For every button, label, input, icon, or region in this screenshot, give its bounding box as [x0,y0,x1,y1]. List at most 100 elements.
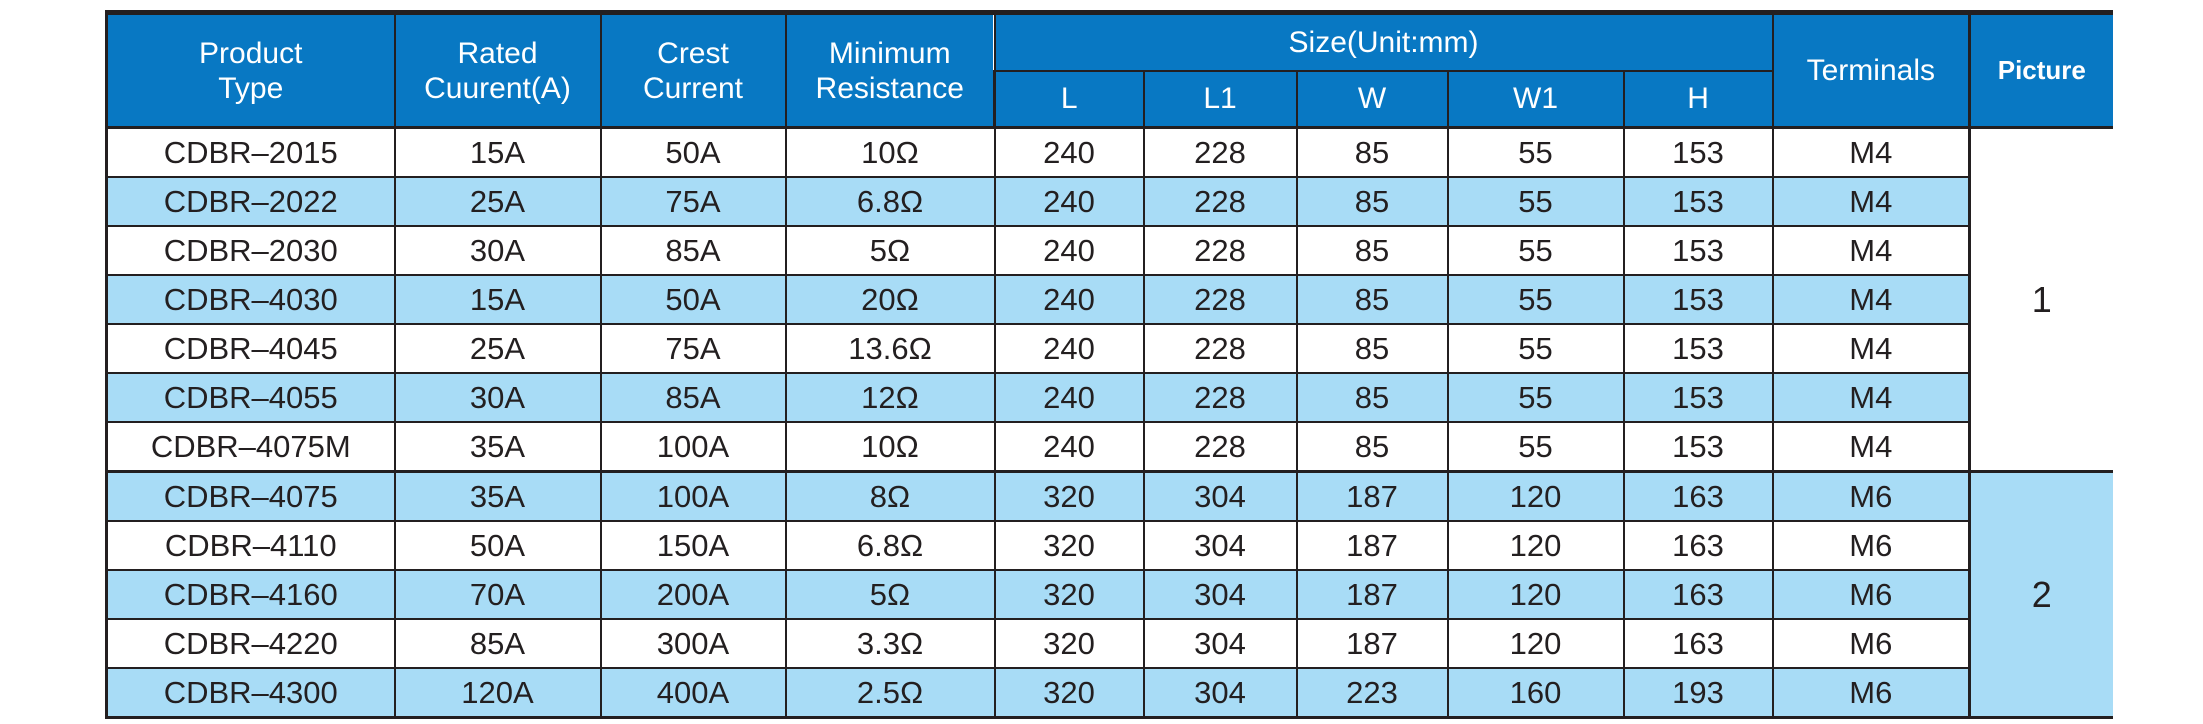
cell-crest: 85A [599,225,787,276]
cell-size-w1: 160 [1446,667,1625,719]
cell-rated: 30A [393,225,602,276]
cell-rated: 35A [393,470,602,522]
cell-size-l1: 304 [1142,618,1298,669]
cell-terminals: M6 [1771,667,1971,719]
cell-size-h: 153 [1622,323,1774,374]
cell-crest: 50A [599,126,787,178]
cell-size-l1: 228 [1142,225,1298,276]
cell-size-l1: 304 [1142,569,1298,620]
cell-size-w: 187 [1295,618,1449,669]
cell-size-l: 240 [993,176,1145,227]
cell-size-h: 153 [1622,372,1774,423]
col-header-size-w1: W1 [1446,69,1625,129]
table-body: CDBR–2015 15A 50A 10Ω 240 228 85 55 153 … [105,126,2113,719]
cell-product: CDBR–4300 [105,667,396,719]
cell-size-l: 240 [993,372,1145,423]
cell-resistance: 5Ω [784,225,996,276]
cell-size-h: 163 [1622,470,1774,522]
cell-size-h: 153 [1622,225,1774,276]
cell-product: CDBR–4045 [105,323,396,374]
cell-product: CDBR–4110 [105,520,396,571]
col-header-picture: Picture [1968,10,2113,129]
cell-terminals: M6 [1771,569,1971,620]
cell-size-l: 240 [993,225,1145,276]
cell-crest: 200A [599,569,787,620]
cell-size-h: 153 [1622,176,1774,227]
cell-size-l: 320 [993,667,1145,719]
cell-size-w: 223 [1295,667,1449,719]
cell-resistance: 12Ω [784,372,996,423]
cell-size-l1: 304 [1142,470,1298,522]
cell-rated: 70A [393,569,602,620]
cell-terminals: M4 [1771,225,1971,276]
cell-size-l: 240 [993,421,1145,473]
header-row-2: L L1 W W1 H [107,69,2113,129]
cell-crest: 300A [599,618,787,669]
table-row: CDBR–2022 25A 75A 6.8Ω 240 228 85 55 153… [105,176,2113,227]
cell-product: CDBR–4055 [105,372,396,423]
cell-crest: 75A [599,176,787,227]
cell-size-l1: 304 [1142,520,1298,571]
cell-product: CDBR–2015 [105,126,396,178]
cell-size-l1: 228 [1142,176,1298,227]
cell-rated: 15A [393,126,602,178]
cell-product: CDBR–4075M [105,421,396,473]
table-row: CDBR–4160 70A 200A 5Ω 320 304 187 120 16… [105,569,2113,620]
col-header-size-l: L [993,69,1145,129]
cell-resistance: 13.6Ω [784,323,996,374]
cell-resistance: 20Ω [784,274,996,325]
cell-resistance: 10Ω [784,126,996,178]
cell-size-h: 153 [1622,274,1774,325]
cell-resistance: 3.3Ω [784,618,996,669]
cell-terminals: M4 [1771,323,1971,374]
cell-resistance: 10Ω [784,421,996,473]
cell-rated: 30A [393,372,602,423]
cell-size-w: 187 [1295,569,1449,620]
cell-size-l: 240 [993,126,1145,178]
cell-size-w: 85 [1295,274,1449,325]
col-header-size-w: W [1295,69,1449,129]
cell-crest: 400A [599,667,787,719]
cell-resistance: 6.8Ω [784,176,996,227]
cell-size-w: 85 [1295,323,1449,374]
cell-size-w: 85 [1295,126,1449,178]
cell-crest: 75A [599,323,787,374]
cell-size-l1: 228 [1142,274,1298,325]
table-row: CDBR–4075M 35A 100A 10Ω 240 228 85 55 15… [105,421,2113,473]
cell-size-w1: 120 [1446,470,1625,522]
table-row: CDBR–2030 30A 85A 5Ω 240 228 85 55 153 M… [105,225,2113,276]
cell-size-h: 193 [1622,667,1774,719]
table-row: CDBR–4030 15A 50A 20Ω 240 228 85 55 153 … [105,274,2113,325]
cell-size-w: 85 [1295,421,1449,473]
col-header-product-type: Product Type [105,10,396,129]
cell-size-l1: 228 [1142,421,1298,473]
cell-size-h: 153 [1622,126,1774,178]
cell-size-w: 85 [1295,225,1449,276]
spec-table-container: Product Type Rated Cuurent(A) Crest Curr… [105,10,2113,719]
cell-terminals: M4 [1771,421,1971,473]
cell-crest: 85A [599,372,787,423]
cell-size-w1: 55 [1446,126,1625,178]
cell-product: CDBR–2030 [105,225,396,276]
cell-size-w1: 120 [1446,569,1625,620]
cell-product: CDBR–4220 [105,618,396,669]
cell-product: CDBR–2022 [105,176,396,227]
cell-rated: 25A [393,176,602,227]
col-header-crest-current: Crest Current [599,10,787,129]
cell-size-w1: 120 [1446,520,1625,571]
cell-size-h: 163 [1622,520,1774,571]
cell-rated: 15A [393,274,602,325]
cell-size-l1: 304 [1142,667,1298,719]
cell-size-w: 85 [1295,176,1449,227]
cell-size-l1: 228 [1142,372,1298,423]
header-row-1: Product Type Rated Cuurent(A) Crest Curr… [105,10,2113,129]
cell-size-w: 187 [1295,470,1449,522]
cell-size-w1: 55 [1446,323,1625,374]
cell-rated: 120A [393,667,602,719]
cell-size-h: 153 [1622,421,1774,473]
cell-terminals: M6 [1771,618,1971,669]
col-header-minimum-resistance: Minimum Resistance [784,10,996,129]
table-row: CDBR–4055 30A 85A 12Ω 240 228 85 55 153 … [105,372,2113,423]
cell-terminals: M4 [1771,176,1971,227]
col-header-size-h: H [1622,69,1774,129]
